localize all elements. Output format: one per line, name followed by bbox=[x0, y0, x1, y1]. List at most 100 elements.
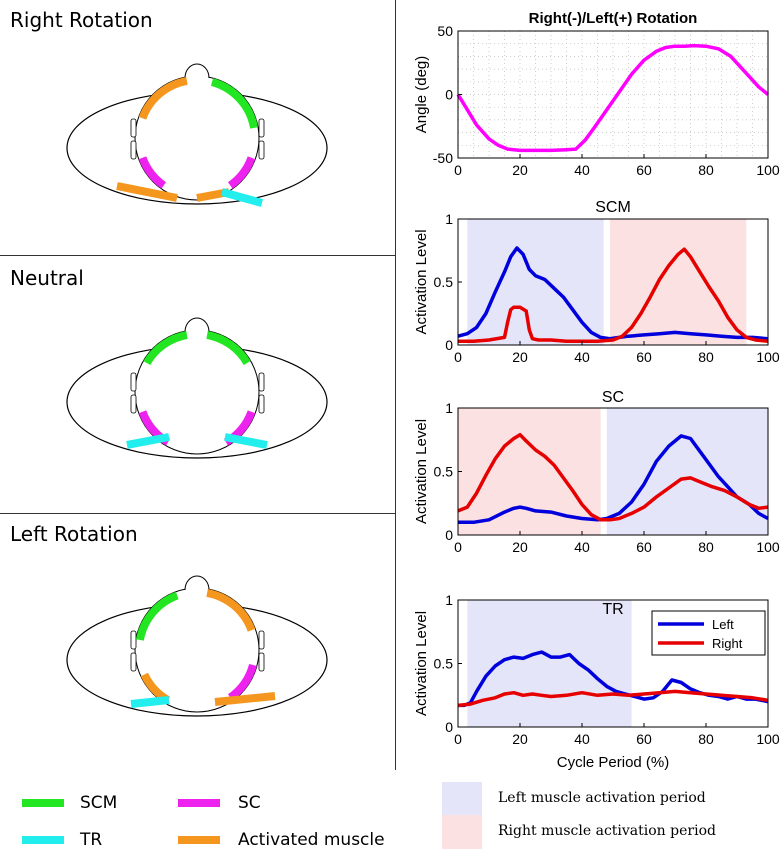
chart-title: TR bbox=[602, 601, 623, 618]
panel-title-right-rotation: Right Rotation bbox=[10, 8, 153, 32]
series-line-right bbox=[458, 247, 769, 343]
vertebra-outline bbox=[130, 118, 137, 138]
x-tick-label: 40 bbox=[574, 539, 590, 555]
y-axis-label: Angle (deg) bbox=[413, 56, 430, 134]
tr-segment bbox=[130, 696, 170, 708]
scm-segment bbox=[143, 330, 188, 366]
legend-label-left-period: Left muscle activation period bbox=[498, 790, 706, 806]
activation-period-right bbox=[609, 219, 747, 345]
panel-title-neutral: Neutral bbox=[10, 266, 84, 290]
activation-period-left bbox=[467, 219, 604, 345]
x-tick-label: 60 bbox=[636, 349, 652, 365]
series-line-left bbox=[457, 246, 769, 341]
vertebra-outline bbox=[130, 394, 137, 414]
head-bump bbox=[184, 575, 210, 591]
series-line-left bbox=[458, 434, 769, 525]
series-line-right bbox=[457, 689, 769, 708]
chart-title: SC bbox=[602, 389, 624, 406]
x-tick-label: 100 bbox=[756, 162, 780, 178]
vertebra-outline bbox=[258, 652, 265, 672]
y-tick-label: -50 bbox=[433, 150, 453, 166]
vertebra-outline bbox=[130, 652, 137, 672]
neck-diagram-left bbox=[66, 575, 328, 717]
chart-title: SCM bbox=[595, 199, 631, 216]
vertebra-outline bbox=[258, 372, 265, 392]
neck-diagram-neutral bbox=[66, 317, 328, 459]
legend-swatch-tr bbox=[22, 836, 64, 844]
x-tick-label: 20 bbox=[512, 539, 528, 555]
vertebra-outline bbox=[258, 394, 265, 414]
x-tick-label: 40 bbox=[574, 349, 590, 365]
legend-label-tr: TR bbox=[80, 830, 103, 850]
y-tick-label: 1 bbox=[445, 592, 453, 608]
x-tick-label: 100 bbox=[756, 539, 780, 555]
head-bump bbox=[184, 63, 210, 79]
panel-divider bbox=[0, 513, 395, 514]
legend-swatch-scm bbox=[22, 799, 64, 807]
vertebra-outline bbox=[258, 118, 265, 138]
panel-title-left-rotation: Left Rotation bbox=[10, 522, 138, 546]
legend-swatch-activated bbox=[178, 836, 220, 844]
y-tick-label: 0 bbox=[445, 87, 453, 103]
y-axis-label: Activation Level bbox=[413, 229, 430, 334]
x-tick-label: 0 bbox=[454, 731, 462, 747]
y-axis-label: Activation Level bbox=[413, 419, 430, 524]
x-tick-label: 80 bbox=[698, 162, 714, 178]
chart-legend: Left Right bbox=[651, 610, 766, 656]
y-axis-label: Activation Level bbox=[413, 611, 430, 716]
head-bump bbox=[184, 317, 210, 333]
y-tick-label: 50 bbox=[437, 23, 453, 39]
y-tick-label: 0.5 bbox=[434, 656, 454, 672]
x-tick-label: 0 bbox=[454, 162, 462, 178]
vertebra-outline bbox=[258, 630, 265, 650]
activated-muscle-segment bbox=[138, 76, 188, 120]
chart-title: Right(-)/Left(+) Rotation bbox=[529, 10, 698, 27]
sc-segment bbox=[138, 156, 167, 189]
x-tick-label: 60 bbox=[636, 731, 652, 747]
y-tick-label: 0 bbox=[445, 719, 453, 735]
activated-muscle-segment bbox=[206, 588, 256, 632]
legend-label-left: Left bbox=[712, 617, 734, 632]
x-tick-label: 60 bbox=[636, 539, 652, 555]
y-tick-label: 0 bbox=[445, 527, 453, 543]
x-tick-label: 100 bbox=[756, 349, 780, 365]
scm-segment bbox=[135, 591, 179, 641]
scm-segment bbox=[206, 330, 251, 366]
chart-1: 0 20 40 60 80 100 0 0.5 1 SCM Activation Level bbox=[413, 199, 780, 365]
panel-divider bbox=[0, 255, 395, 256]
legend-swatch-right-period bbox=[442, 815, 482, 849]
x-tick-label: 60 bbox=[636, 162, 652, 178]
y-tick-label: 1 bbox=[445, 400, 453, 416]
tr-segment bbox=[220, 188, 264, 207]
activation-period-right bbox=[458, 408, 601, 535]
chart-2: 0 20 40 60 80 100 0 0.5 1 SC Activation Level bbox=[413, 389, 780, 555]
neck-diagram-right bbox=[66, 63, 328, 207]
x-tick-label: 20 bbox=[512, 349, 528, 365]
x-tick-label: 80 bbox=[698, 731, 714, 747]
x-tick-label: 0 bbox=[454, 349, 462, 365]
tr-segment bbox=[224, 433, 268, 449]
activation-period-left bbox=[467, 600, 632, 727]
neck-muscle-diagrams bbox=[66, 63, 328, 717]
tr-segment bbox=[126, 433, 170, 449]
x-tick-label: 20 bbox=[512, 731, 528, 747]
chart-3: 0 20 40 60 80 100 0 0.5 1 TR Activation Level Cycle… bbox=[413, 592, 780, 770]
figure-divider bbox=[395, 0, 396, 770]
vertebra-outline bbox=[130, 372, 137, 392]
x-tick-label: 40 bbox=[574, 162, 590, 178]
y-tick-label: 0.5 bbox=[434, 274, 454, 290]
x-tick-label: 0 bbox=[454, 539, 462, 555]
x-tick-label: 80 bbox=[698, 349, 714, 365]
legend-label-activated: Activated muscle bbox=[238, 830, 385, 850]
legend-swatch-left-period bbox=[442, 782, 482, 816]
activation-period-left bbox=[606, 408, 768, 535]
x-tick-label: 80 bbox=[698, 539, 714, 555]
sc-segment bbox=[227, 663, 257, 701]
y-tick-label: 0 bbox=[445, 337, 453, 353]
activated-muscle-segment bbox=[116, 182, 178, 202]
x-tick-label: 20 bbox=[512, 162, 528, 178]
series-line-right bbox=[457, 432, 769, 522]
legend-label-right: Right bbox=[712, 636, 743, 651]
scm-segment bbox=[210, 78, 259, 129]
